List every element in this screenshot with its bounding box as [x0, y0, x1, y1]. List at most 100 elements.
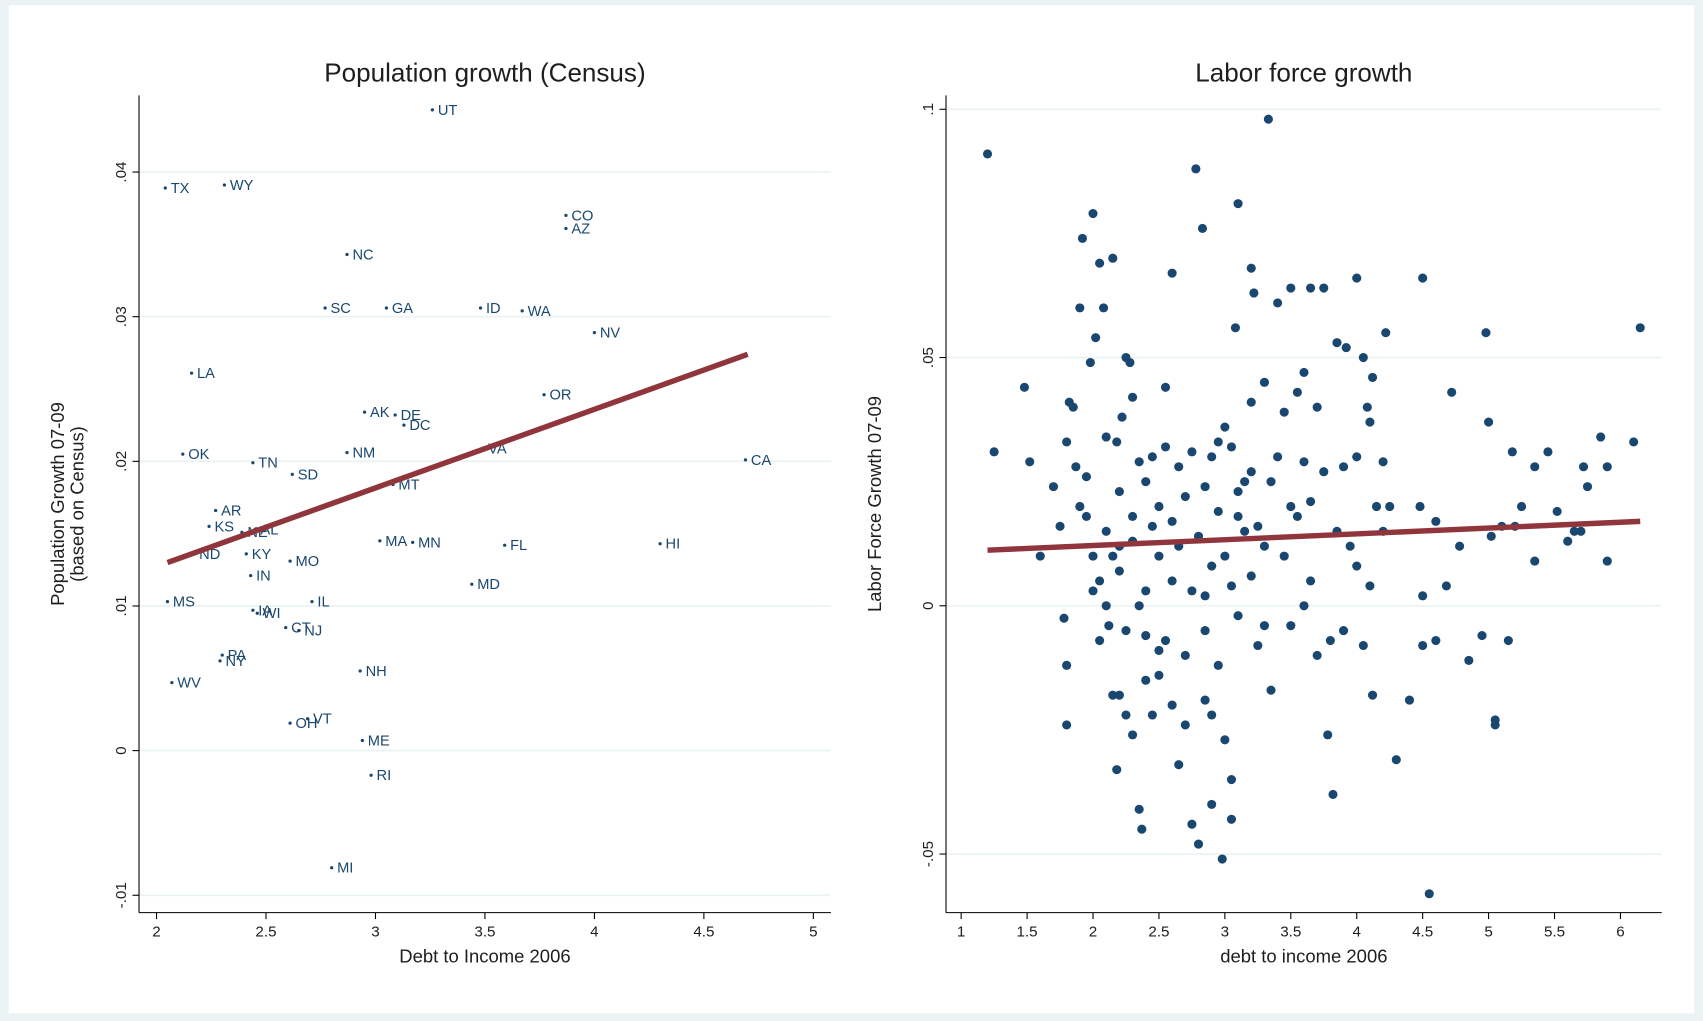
- point: [1233, 199, 1243, 209]
- point: [989, 447, 999, 457]
- x-tick-label: 5: [1484, 923, 1492, 940]
- point-label: ME: [368, 733, 390, 749]
- point-label: SC: [331, 301, 351, 317]
- point-label: OH: [296, 716, 318, 732]
- point: [1352, 273, 1362, 283]
- point: [592, 330, 597, 335]
- point: [1197, 223, 1208, 233]
- point: [1095, 576, 1105, 586]
- point: [1154, 551, 1164, 561]
- point: [1365, 581, 1375, 591]
- point-label: CA: [751, 453, 772, 469]
- point: [1286, 283, 1296, 293]
- point: [214, 508, 218, 513]
- point: [1174, 462, 1184, 472]
- point-label: MN: [418, 535, 441, 551]
- point: [1035, 551, 1045, 561]
- point: [310, 600, 314, 604]
- point: [1019, 382, 1030, 392]
- point: [1367, 690, 1378, 700]
- point: [1259, 621, 1269, 631]
- point: [1200, 591, 1210, 601]
- point: [1114, 690, 1124, 700]
- point: [1418, 640, 1428, 651]
- point: [1259, 541, 1269, 551]
- point: [1367, 372, 1378, 382]
- point-label: NJ: [304, 624, 322, 640]
- point-label: MA: [385, 534, 407, 550]
- point: [1137, 824, 1147, 834]
- point: [1292, 387, 1302, 397]
- point-label: NM: [352, 446, 375, 462]
- point: [1141, 477, 1151, 487]
- point: [1226, 581, 1237, 591]
- x-tick-label: 1: [957, 923, 965, 940]
- point: [1306, 283, 1316, 293]
- point: [1095, 258, 1105, 268]
- point: [1160, 635, 1171, 646]
- point: [1596, 432, 1606, 442]
- point: [1253, 521, 1263, 531]
- point: [1266, 685, 1276, 695]
- point: [1207, 452, 1217, 462]
- y-axis-title: Labor Force Growth 07-09: [864, 396, 885, 612]
- point: [1213, 437, 1223, 447]
- point: [1299, 367, 1309, 377]
- x-axis-title: debt to income 2006: [1220, 945, 1387, 966]
- point-label: IL: [317, 595, 329, 611]
- y-tick-label: -.05: [920, 841, 937, 867]
- point: [345, 252, 349, 257]
- point: [564, 226, 568, 231]
- point: [288, 721, 292, 725]
- point: [323, 306, 327, 310]
- point-label: MD: [477, 577, 500, 593]
- point: [1415, 501, 1425, 512]
- point: [1563, 536, 1573, 546]
- point: [658, 542, 662, 546]
- point-label: RI: [377, 768, 392, 784]
- point: [345, 451, 349, 455]
- point-label: UT: [438, 103, 458, 119]
- point: [1246, 571, 1256, 581]
- point: [1081, 472, 1091, 482]
- point: [1352, 561, 1362, 571]
- point: [1253, 640, 1263, 651]
- point: [1048, 482, 1059, 492]
- point: [1062, 437, 1072, 447]
- point: [1213, 506, 1223, 516]
- y-tick-label: .1: [920, 103, 937, 116]
- point: [369, 773, 373, 777]
- point: [470, 582, 474, 586]
- point: [1108, 690, 1118, 700]
- point: [1338, 626, 1349, 636]
- y-tick-label: .04: [113, 162, 130, 183]
- point: [1062, 720, 1072, 730]
- point: [1552, 506, 1562, 516]
- point: [542, 393, 546, 397]
- point-label: IN: [256, 569, 271, 585]
- point: [384, 306, 389, 310]
- point: [251, 608, 255, 612]
- point: [1220, 551, 1230, 561]
- point: [1431, 516, 1441, 526]
- point: [1299, 601, 1309, 611]
- point: [1602, 462, 1612, 472]
- point: [255, 611, 259, 615]
- x-axis-title: Debt to Income 2006: [399, 945, 570, 966]
- point-label: CT: [291, 621, 311, 637]
- point: [1319, 467, 1329, 477]
- point: [360, 738, 364, 743]
- point-label: AK: [370, 405, 390, 421]
- x-tick-label: 4.5: [1412, 923, 1433, 940]
- y-tick-label: 0: [920, 602, 937, 610]
- point: [1299, 457, 1309, 467]
- point: [1424, 889, 1434, 899]
- point: [1263, 114, 1273, 124]
- point-label: PA: [228, 648, 247, 664]
- point: [1226, 442, 1237, 452]
- point: [1187, 819, 1197, 829]
- point: [165, 600, 170, 604]
- point-label: WY: [230, 178, 254, 194]
- point: [218, 659, 222, 663]
